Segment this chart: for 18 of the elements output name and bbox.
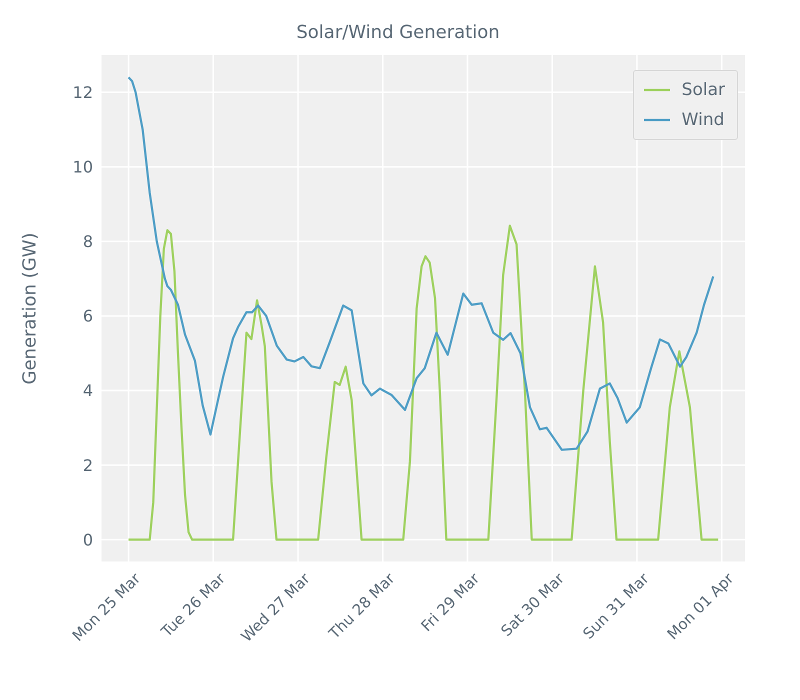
- legend-label: Wind: [682, 109, 724, 132]
- y-tick-label: 4: [82, 381, 93, 400]
- y-tick-label: 6: [82, 306, 93, 326]
- x-tick-label: Thu 28 Mar: [324, 568, 399, 644]
- x-tick-label: Sat 30 Mar: [497, 568, 568, 640]
- y-tick-label: 2: [82, 456, 93, 475]
- y-axis-title: Generation (GW): [19, 232, 40, 384]
- y-tick-label: 8: [82, 232, 93, 252]
- x-tick-label: Sun 31 Mar: [579, 568, 654, 643]
- x-tick-label: Mon 25 Mar: [68, 568, 145, 645]
- y-tick-label: 10: [72, 158, 93, 177]
- y-tick-label: 12: [72, 82, 93, 102]
- x-tick-label: Mon 01 Apr: [664, 568, 738, 644]
- chart-title: Solar/Wind Generation: [295, 21, 501, 45]
- x-tick-label: Fri 29 Mar: [417, 568, 484, 636]
- legend-label: Solar: [682, 79, 725, 102]
- x-tick-label: Tue 26 Mar: [157, 568, 230, 642]
- y-tick-label: 0: [82, 530, 93, 550]
